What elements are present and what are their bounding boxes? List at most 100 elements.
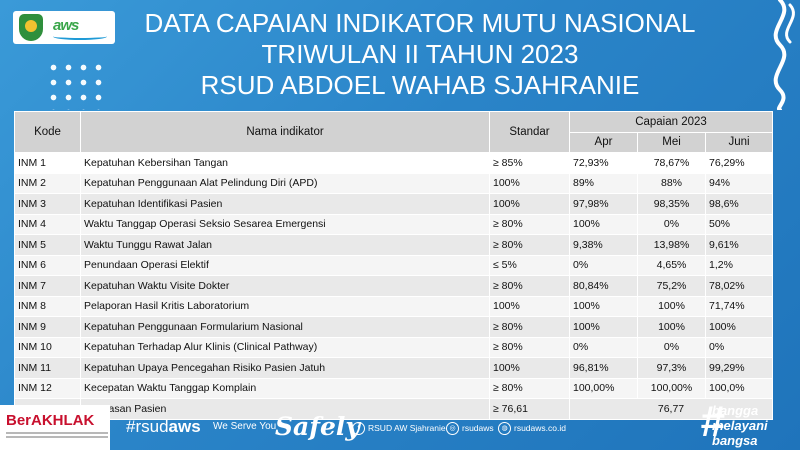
table-header-row: Kode Nama indikator Standar Capaian 2023 [14, 111, 774, 153]
table-row: INM 7 Kepatuhan Waktu Visite Dokter ≥ 80% 8… [14, 275, 774, 297]
instagram-link[interactable]: ◎ rsudaws [446, 422, 494, 435]
cell-kode: INM 11 [14, 357, 81, 379]
cell-nama: Penundaan Operasi Elektif [80, 254, 490, 276]
hash-symbol: # [700, 397, 725, 446]
cell-standar: ≥ 80% [489, 336, 570, 358]
cell-mei: 98,35% [637, 193, 706, 215]
table-row: INM 12 Kecepatan Waktu Tanggap Komplain ≥ … [14, 377, 774, 399]
cell-kode: INM 2 [14, 172, 81, 194]
cell-juni: 0% [704, 336, 774, 358]
cell-standar: 100% [489, 295, 570, 317]
cell-juni: 98,6% [704, 193, 774, 215]
cell-mei: 100% [637, 316, 706, 338]
decorative-dots [46, 60, 106, 110]
table-row: INM 9 Kepatuhan Penggunaan Formularium Na… [14, 316, 774, 338]
cell-juni: 100,0% [704, 377, 774, 399]
cell-apr: 0% [569, 254, 638, 276]
cell-juni: 9,61% [704, 234, 774, 256]
cell-juni: 100% [704, 316, 774, 338]
cell-nama: Kepatuhan Terhadap Alur Klinis (Clinical… [80, 336, 490, 358]
header-apr: Apr [569, 131, 638, 153]
cell-standar: 100% [489, 172, 570, 194]
website-link[interactable]: ◍ rsudaws.co.id [498, 422, 566, 435]
berakhlak-tagline-lines [6, 432, 108, 442]
cell-apr: 80,84% [569, 275, 638, 297]
facebook-icon: f [352, 422, 365, 435]
cell-apr: 96,81% [569, 357, 638, 379]
header-standar: Standar [489, 111, 570, 153]
cell-standar: ≥ 80% [489, 234, 570, 256]
cell-mei: 4,65% [637, 254, 706, 276]
table-row: INM 4 Waktu Tanggap Operasi Seksio Sesare… [14, 213, 774, 235]
kaltim-crest-icon [19, 14, 43, 41]
bangsa-word: bangsa [712, 433, 758, 448]
bangga-word: bangga [712, 403, 759, 418]
cell-nama: Kepatuhan Upaya Pencegahan Risiko Pasien… [80, 357, 490, 379]
cell-apr: 100% [569, 295, 638, 317]
title-line-1: DATA CAPAIAN INDIKATOR MUTU NASIONAL [144, 8, 696, 38]
cell-mei: 13,98% [637, 234, 706, 256]
cell-standar: 100% [489, 193, 570, 215]
cell-kode: INM 6 [14, 254, 81, 276]
cell-juni: 99,29% [704, 357, 774, 379]
cell-juni: 94% [704, 172, 774, 194]
cell-mei: 78,67% [637, 152, 706, 174]
cell-capaian-merged: 76,77 [568, 398, 774, 420]
instagram-icon: ◎ [446, 422, 459, 435]
cell-mei: 100% [637, 295, 706, 317]
header-juni: Juni [704, 131, 774, 153]
page-title: DATA CAPAIAN INDIKATOR MUTU NASIONAL TRI… [100, 8, 740, 101]
table-body: INM 1 Kepatuhan Kebersihan Tangan ≥ 85% 72,… [14, 152, 774, 420]
table-row: INM 10 Kepatuhan Terhadap Alur Klinis (Cl… [14, 336, 774, 358]
cell-apr: 97,98% [569, 193, 638, 215]
table-row: INM 5 Waktu Tunggu Rawat Jalan ≥ 80% 9,38% 1… [14, 234, 774, 256]
berakhlak-text: BerAKHLAK [6, 412, 95, 429]
hashtag-rsudaws: #rsudaws [126, 417, 201, 436]
cell-kode: INM 10 [14, 336, 81, 358]
serve-text: We Serve You [213, 421, 277, 432]
facebook-link[interactable]: f RSUD AW Sjahranie [352, 422, 446, 435]
cell-nama: Kepatuhan Penggunaan Alat Pelindung Diri… [80, 172, 490, 194]
table-row: INM 3 Kepatuhan Identifikasi Pasien 100% 97… [14, 193, 774, 215]
cell-nama: Kepatuhan Identifikasi Pasien [80, 193, 490, 215]
cell-nama: Kepuasan Pasien [80, 398, 490, 420]
cell-juni: 76,29% [704, 152, 774, 174]
table-row: INM 1 Kepatuhan Kebersihan Tangan ≥ 85% 72,… [14, 152, 774, 174]
cell-juni: 71,74% [704, 295, 774, 317]
header-nama: Nama indikator [80, 111, 490, 153]
cell-standar: ≥ 80% [489, 275, 570, 297]
aws-swoosh-icon [53, 33, 107, 40]
cell-kode: INM 7 [14, 275, 81, 297]
decorative-waves-icon [773, 0, 795, 110]
cell-standar: ≥ 76,61 [489, 398, 570, 420]
header-kode: Kode [14, 111, 81, 153]
title-line-3: RSUD ABDOEL WAHAB SJAHRANIE [200, 70, 640, 100]
melayani-word: melayani [712, 418, 768, 433]
cell-apr: 89% [569, 172, 638, 194]
cell-mei: 75,2% [637, 275, 706, 297]
cell-nama: Pelaporan Hasil Kritis Laboratorium [80, 295, 490, 317]
cell-apr: 100% [569, 316, 638, 338]
cell-apr: 72,93% [569, 152, 638, 174]
cell-standar: ≤ 5% [489, 254, 570, 276]
footer-bar: BerAKHLAK #rsudaws We Serve You Safely f… [0, 397, 800, 450]
globe-icon: ◍ [498, 422, 511, 435]
aws-logo: aws [53, 17, 79, 34]
cell-nama: Kecepatan Waktu Tanggap Komplain [80, 377, 490, 399]
cell-juni: 1,2% [704, 254, 774, 276]
table-row: INM 11 Kepatuhan Upaya Pencegahan Risiko … [14, 357, 774, 379]
cell-standar: ≥ 80% [489, 213, 570, 235]
cell-standar: ≥ 80% [489, 377, 570, 399]
title-line-2: TRIWULAN II TAHUN 2023 [261, 39, 579, 69]
berakhlak-logo: BerAKHLAK [0, 405, 110, 450]
cell-mei: 88% [637, 172, 706, 194]
cell-mei: 97,3% [637, 357, 706, 379]
cell-juni: 50% [704, 213, 774, 235]
cell-kode: INM 5 [14, 234, 81, 256]
cell-juni: 78,02% [704, 275, 774, 297]
cell-nama: Kepatuhan Waktu Visite Dokter [80, 275, 490, 297]
cell-apr: 0% [569, 336, 638, 358]
cell-standar: ≥ 80% [489, 316, 570, 338]
cell-standar: 100% [489, 357, 570, 379]
cell-standar: ≥ 85% [489, 152, 570, 174]
